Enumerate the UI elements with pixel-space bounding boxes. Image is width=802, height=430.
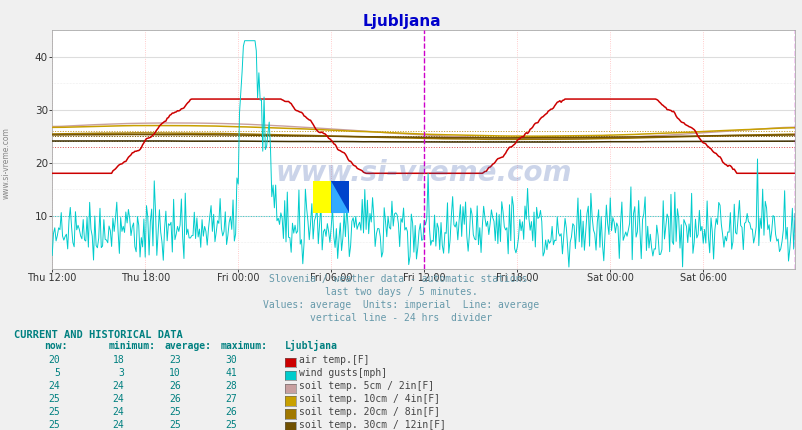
Text: soil temp. 20cm / 8in[F]: soil temp. 20cm / 8in[F] [298, 407, 439, 417]
Text: 5: 5 [55, 368, 60, 378]
Text: 25: 25 [48, 394, 60, 404]
Text: Slovenia / weather data - automatic stations.: Slovenia / weather data - automatic stat… [269, 274, 533, 284]
Text: 3: 3 [119, 368, 124, 378]
Text: 24: 24 [112, 407, 124, 417]
Text: 26: 26 [225, 407, 237, 417]
Text: 24: 24 [112, 420, 124, 430]
Text: 10: 10 [168, 368, 180, 378]
Text: 26: 26 [168, 381, 180, 391]
Text: 18: 18 [112, 355, 124, 366]
Text: soil temp. 30cm / 12in[F]: soil temp. 30cm / 12in[F] [298, 420, 445, 430]
Bar [313, 181, 330, 213]
Polygon shape [330, 181, 349, 213]
Text: soil temp. 5cm / 2in[F]: soil temp. 5cm / 2in[F] [298, 381, 433, 391]
Text: average:: average: [164, 341, 212, 351]
Text: maximum:: maximum: [221, 341, 268, 351]
Text: 25: 25 [225, 420, 237, 430]
Text: 30: 30 [225, 355, 237, 366]
Text: last two days / 5 minutes.: last two days / 5 minutes. [325, 287, 477, 297]
Text: 25: 25 [48, 420, 60, 430]
Text: 24: 24 [112, 381, 124, 391]
Text: 24: 24 [48, 381, 60, 391]
Text: wind gusts[mph]: wind gusts[mph] [298, 368, 387, 378]
Bar [330, 181, 349, 213]
Text: now:: now: [44, 341, 67, 351]
Text: 20: 20 [48, 355, 60, 366]
Text: 25: 25 [168, 407, 180, 417]
Text: Ljubljana: Ljubljana [285, 340, 338, 351]
Text: 23: 23 [168, 355, 180, 366]
Text: 41: 41 [225, 368, 237, 378]
Text: soil temp. 10cm / 4in[F]: soil temp. 10cm / 4in[F] [298, 394, 439, 404]
Text: 24: 24 [112, 394, 124, 404]
Text: 28: 28 [225, 381, 237, 391]
Text: www.si-vreme.com: www.si-vreme.com [2, 127, 11, 200]
Text: www.si-vreme.com: www.si-vreme.com [275, 159, 571, 187]
Text: CURRENT AND HISTORICAL DATA: CURRENT AND HISTORICAL DATA [14, 329, 183, 340]
Text: 27: 27 [225, 394, 237, 404]
Text: air temp.[F]: air temp.[F] [298, 355, 369, 366]
Text: 25: 25 [48, 407, 60, 417]
Text: Values: average  Units: imperial  Line: average: Values: average Units: imperial Line: av… [263, 300, 539, 310]
Text: 26: 26 [168, 394, 180, 404]
Text: vertical line - 24 hrs  divider: vertical line - 24 hrs divider [310, 313, 492, 323]
Text: 25: 25 [168, 420, 180, 430]
Text: minimum:: minimum: [108, 341, 156, 351]
Text: Ljubljana: Ljubljana [362, 14, 440, 29]
